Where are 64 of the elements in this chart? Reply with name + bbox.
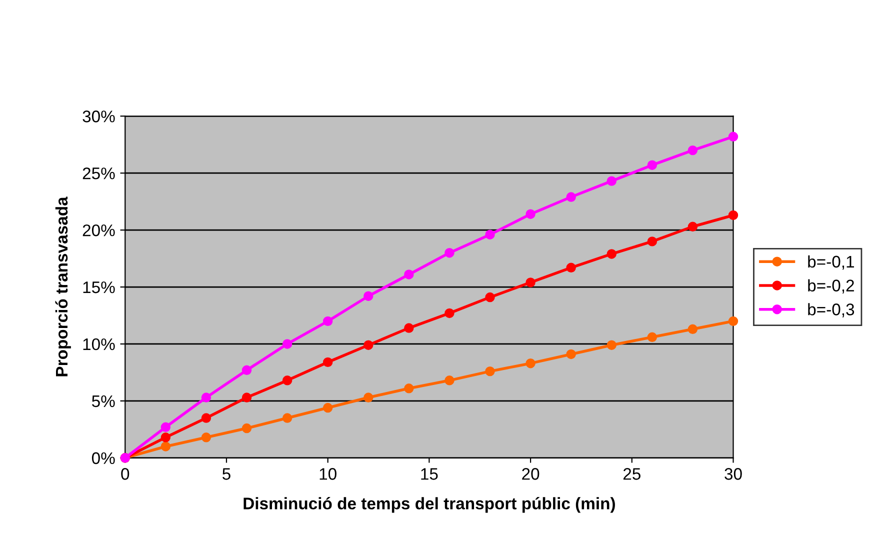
y-tick-label: 25%	[82, 167, 115, 180]
point	[282, 413, 292, 423]
point	[404, 270, 414, 280]
x-tick-label: 0	[121, 468, 130, 480]
y-tick-label: 20%	[82, 224, 115, 236]
point	[728, 316, 738, 326]
y-tick-label: 10%	[83, 338, 115, 350]
point	[526, 278, 536, 288]
point	[566, 262, 576, 272]
point	[364, 291, 374, 301]
point	[404, 384, 414, 394]
point	[404, 323, 414, 333]
point	[364, 340, 374, 350]
y-tick-label: 15%	[83, 281, 115, 294]
point	[242, 392, 252, 402]
point	[485, 366, 495, 376]
point	[160, 432, 171, 442]
point	[606, 176, 616, 186]
point	[606, 249, 616, 259]
y-tick-label: 5%	[92, 395, 115, 408]
x-tick-label: 30	[724, 468, 742, 480]
y-axis-title: Proporció transvasada	[55, 196, 71, 376]
point	[566, 349, 576, 360]
point	[566, 192, 576, 202]
x-tick-label: 15	[421, 468, 438, 480]
point	[242, 365, 252, 376]
legend-label: b=-0,2	[808, 279, 854, 294]
point	[485, 292, 495, 302]
x-tick-label: 5	[222, 468, 230, 480]
point	[444, 248, 454, 258]
point	[282, 339, 292, 349]
point	[647, 236, 658, 246]
y-tick-label: 0%	[92, 452, 115, 464]
x-axis-title: Disminució de temps del transport públic (min)	[244, 497, 615, 513]
point	[688, 222, 698, 232]
point	[322, 402, 333, 413]
point	[728, 132, 738, 142]
point	[160, 442, 171, 452]
point	[606, 340, 616, 350]
point	[647, 160, 658, 170]
point	[282, 376, 292, 386]
point	[201, 392, 212, 402]
point	[444, 376, 454, 386]
legend-label: b=-0,1	[808, 255, 854, 270]
point	[160, 422, 171, 432]
point	[688, 324, 698, 334]
point	[322, 316, 333, 326]
point	[485, 230, 495, 240]
point	[201, 432, 212, 442]
y-tick-label: 30%	[82, 110, 115, 122]
point	[526, 209, 536, 219]
x-tick-label: 25	[623, 468, 640, 480]
point	[364, 392, 374, 402]
x-tick-label: 10	[320, 468, 336, 480]
point	[444, 308, 454, 318]
point	[688, 145, 698, 156]
point	[526, 358, 536, 368]
point	[322, 357, 333, 368]
point	[201, 413, 212, 423]
legend-label: b=-0,3	[808, 303, 854, 318]
x-tick-label: 20	[522, 468, 540, 480]
point	[728, 210, 738, 220]
point	[647, 332, 658, 342]
point	[242, 423, 252, 434]
